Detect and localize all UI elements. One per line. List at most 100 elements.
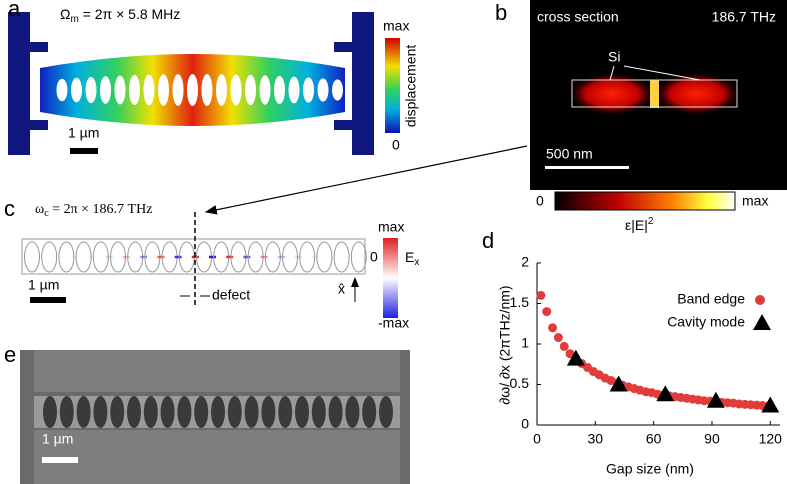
colorbar (554, 191, 736, 211)
y-tick-label: 1.5 (510, 294, 530, 310)
hole (201, 74, 213, 106)
hole (261, 396, 276, 428)
x-tick-label: 60 (646, 431, 662, 447)
panel-c: c ωc = 2π × 186.7 THz max 0 Ex -max 1 µm… (4, 196, 419, 331)
hole (59, 396, 74, 428)
x-tick-label: 90 (704, 431, 720, 447)
hole (350, 241, 367, 273)
panel-letter: e (4, 342, 16, 367)
y-tick-label: 0.5 (510, 375, 530, 391)
hole (129, 74, 140, 106)
legend-marker (755, 295, 765, 305)
scale-bar (545, 166, 629, 169)
point (542, 307, 552, 317)
hole (194, 396, 209, 428)
panel-a: a Ωm = 2π × 5.8 MHz max 0 displacement 1… (8, 0, 419, 155)
y-axis-label: ∂ω/ ∂x (2πTHz/nm) (497, 285, 513, 404)
hole (85, 76, 97, 104)
scale-bar (30, 297, 66, 303)
point (536, 290, 546, 300)
hole (282, 241, 298, 273)
title: cross section (537, 9, 619, 25)
colorbar (383, 238, 398, 318)
hole (264, 241, 281, 273)
hole (316, 241, 333, 273)
hole (143, 74, 155, 106)
hole (317, 78, 329, 102)
hole (332, 79, 343, 101)
frequency: Ωm = 2π × 5.8 MHz (60, 6, 180, 25)
y-tick-label: 1 (521, 335, 529, 351)
scale-bar (42, 457, 78, 463)
hole (24, 241, 40, 273)
hole (114, 75, 126, 105)
hole (92, 241, 109, 273)
triangle-marker (609, 375, 628, 392)
hole (244, 396, 259, 428)
hole (56, 78, 68, 102)
hole (41, 241, 58, 273)
defect-label: defect (212, 287, 250, 303)
frequency: ωc = 2π × 186.7 THz (35, 202, 152, 219)
hole (278, 396, 293, 428)
hole (160, 396, 175, 428)
hole (58, 241, 75, 273)
panel-b: b cross section 186.7 THz Si 500 nm 0 ma… (495, 0, 787, 233)
clamp (334, 12, 374, 155)
pointer (609, 65, 615, 81)
colorbar-max: max (383, 18, 409, 34)
field (652, 72, 742, 116)
hole (379, 396, 393, 428)
hole (71, 77, 82, 103)
colorbar (385, 38, 400, 133)
colorbar-max: max (742, 193, 768, 209)
scale-label: 500 nm (546, 146, 593, 162)
hole (172, 74, 184, 106)
legend-label: Cavity mode (667, 314, 745, 330)
panel-e: e 1 µm (4, 342, 410, 484)
hole (295, 396, 309, 428)
hole (127, 396, 141, 428)
colorbar-max: max (378, 219, 404, 235)
legend-label: Band edge (677, 291, 745, 307)
hole (299, 241, 316, 273)
hole (158, 74, 169, 106)
y-tick-label: 0 (521, 416, 529, 432)
hole (75, 241, 92, 273)
hole (328, 396, 343, 428)
colorbar-min: 0 (536, 193, 544, 209)
slot-field (650, 80, 659, 108)
arrow (204, 145, 528, 215)
scale-bar (70, 148, 98, 154)
point (559, 341, 569, 351)
sem-region (34, 350, 400, 392)
hole (177, 396, 192, 428)
legend-marker (753, 314, 771, 330)
scale-label: 1 µm (28, 277, 59, 293)
x-tick-label: 30 (588, 431, 604, 447)
hole (211, 396, 225, 428)
hole (127, 241, 144, 273)
hole (93, 396, 108, 428)
x-tick-label: 0 (533, 431, 541, 447)
hole (333, 241, 350, 273)
hole (216, 74, 227, 106)
hole (143, 396, 158, 428)
colorbar-label: Ex (405, 249, 419, 268)
triangle-marker (706, 391, 725, 408)
colorbar-zero: 0 (370, 249, 378, 265)
point (548, 323, 558, 333)
scale-label: 1 µm (68, 125, 99, 141)
hole (245, 74, 256, 106)
colorbar-min: -max (378, 315, 409, 331)
panel-letter: c (4, 196, 15, 221)
triangle-marker (656, 385, 675, 402)
hole (100, 76, 111, 104)
panel-letter: d (482, 228, 494, 253)
x-axis-label: Gap size (nm) (606, 461, 694, 477)
material: Si (608, 49, 620, 65)
pointer (623, 65, 701, 81)
clamp (8, 12, 48, 155)
hole (43, 396, 57, 428)
